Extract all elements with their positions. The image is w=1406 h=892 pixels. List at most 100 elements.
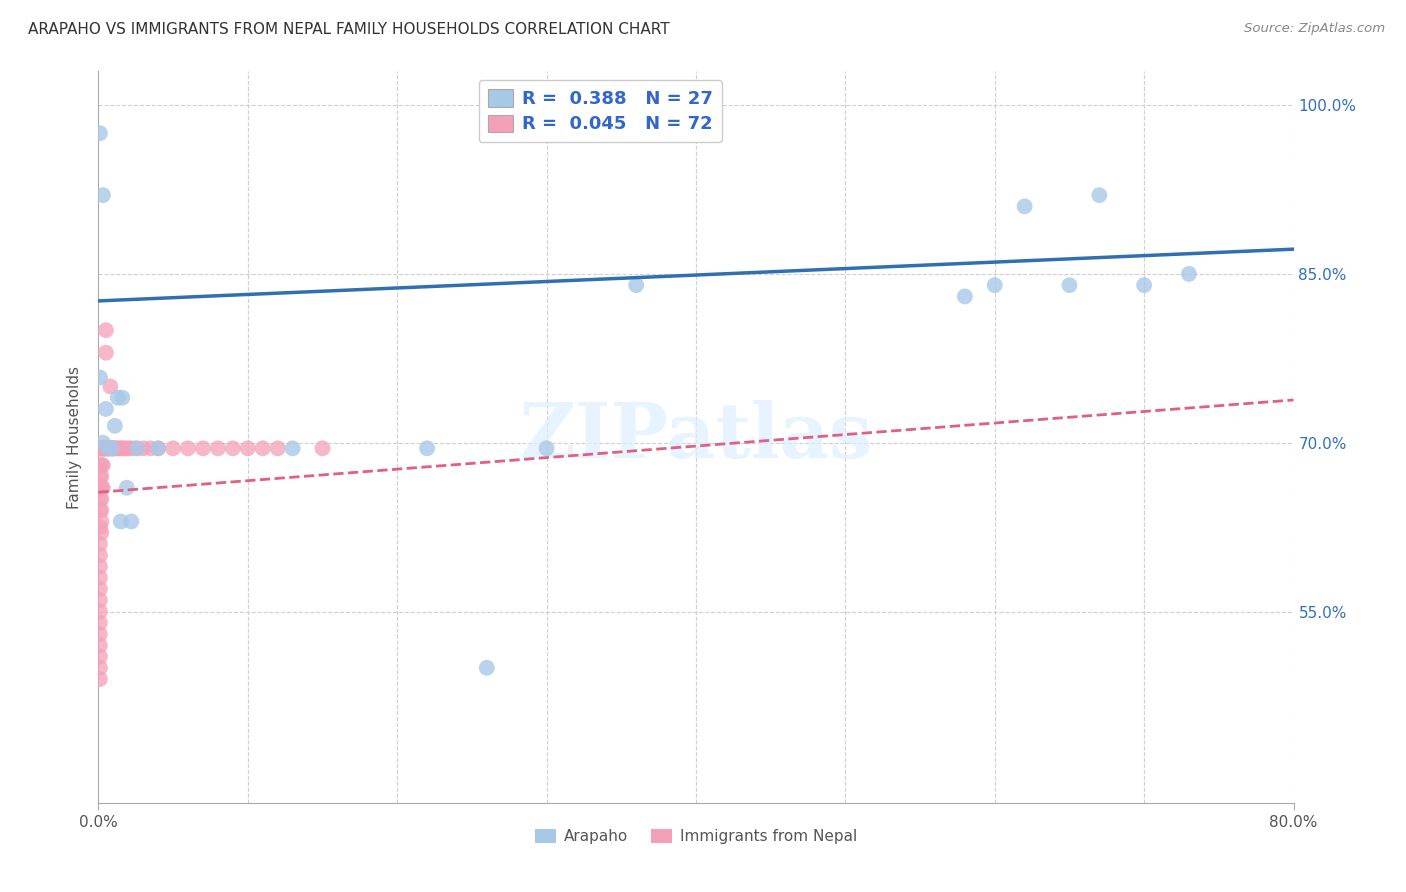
Point bbox=[94, 323, 117, 337]
Point bbox=[90, 442, 112, 456]
Point bbox=[89, 627, 111, 641]
Point bbox=[236, 442, 259, 456]
Point bbox=[103, 442, 125, 456]
Legend: Arapaho, Immigrants from Nepal: Arapaho, Immigrants from Nepal bbox=[529, 822, 863, 850]
Point bbox=[107, 442, 129, 456]
Point bbox=[89, 559, 111, 574]
Point bbox=[115, 481, 138, 495]
Point bbox=[101, 442, 124, 456]
Point bbox=[91, 458, 114, 473]
Point bbox=[89, 571, 111, 585]
Point bbox=[1014, 199, 1036, 213]
Point bbox=[127, 442, 149, 456]
Point bbox=[104, 418, 127, 433]
Point bbox=[148, 442, 170, 456]
Point bbox=[89, 469, 111, 483]
Point bbox=[101, 442, 124, 456]
Point bbox=[191, 442, 214, 456]
Point bbox=[89, 520, 111, 534]
Point bbox=[89, 582, 111, 596]
Point bbox=[626, 278, 648, 293]
Point bbox=[89, 503, 111, 517]
Point bbox=[117, 442, 139, 456]
Point bbox=[94, 345, 117, 359]
Point bbox=[148, 442, 170, 456]
Point bbox=[162, 442, 184, 456]
Point bbox=[89, 638, 111, 652]
Point bbox=[89, 649, 111, 664]
Point bbox=[89, 370, 111, 384]
Point bbox=[984, 278, 1007, 293]
Point bbox=[89, 537, 111, 551]
Point bbox=[89, 491, 111, 506]
Point bbox=[93, 442, 115, 456]
Point bbox=[1133, 278, 1156, 293]
Point bbox=[89, 615, 111, 630]
Point bbox=[311, 442, 333, 456]
Point bbox=[114, 442, 136, 456]
Point bbox=[91, 442, 114, 456]
Point bbox=[98, 379, 122, 393]
Point bbox=[96, 442, 118, 456]
Y-axis label: Family Households: Family Households bbox=[67, 366, 83, 508]
Point bbox=[97, 442, 120, 456]
Point bbox=[94, 442, 117, 456]
Point bbox=[91, 442, 114, 456]
Point bbox=[252, 442, 274, 456]
Point bbox=[96, 442, 118, 456]
Point bbox=[91, 435, 114, 450]
Text: ZIPatlas: ZIPatlas bbox=[519, 401, 873, 474]
Point bbox=[281, 442, 304, 456]
Point bbox=[90, 458, 112, 473]
Point bbox=[1059, 278, 1081, 293]
Point bbox=[89, 481, 111, 495]
Point bbox=[97, 442, 120, 456]
Point bbox=[103, 442, 125, 456]
Point bbox=[111, 391, 134, 405]
Point bbox=[97, 442, 120, 456]
Point bbox=[536, 442, 558, 456]
Point bbox=[91, 442, 114, 456]
Point bbox=[89, 126, 111, 140]
Point bbox=[89, 442, 111, 456]
Point bbox=[267, 442, 290, 456]
Text: ARAPAHO VS IMMIGRANTS FROM NEPAL FAMILY HOUSEHOLDS CORRELATION CHART: ARAPAHO VS IMMIGRANTS FROM NEPAL FAMILY … bbox=[28, 22, 669, 37]
Point bbox=[91, 442, 114, 456]
Point bbox=[953, 289, 976, 303]
Point bbox=[222, 442, 245, 456]
Point bbox=[120, 515, 142, 529]
Point bbox=[1088, 188, 1111, 202]
Point bbox=[89, 593, 111, 607]
Point bbox=[89, 458, 111, 473]
Point bbox=[120, 442, 142, 456]
Point bbox=[90, 503, 112, 517]
Point bbox=[90, 525, 112, 540]
Point bbox=[90, 469, 112, 483]
Point bbox=[107, 391, 129, 405]
Point bbox=[93, 442, 115, 456]
Point bbox=[125, 442, 148, 456]
Point bbox=[110, 442, 132, 456]
Point bbox=[90, 442, 112, 456]
Point bbox=[90, 491, 112, 506]
Point bbox=[139, 442, 162, 456]
Point bbox=[111, 442, 134, 456]
Point bbox=[94, 401, 117, 416]
Point bbox=[110, 515, 132, 529]
Point bbox=[416, 442, 439, 456]
Point bbox=[91, 481, 114, 495]
Point bbox=[101, 442, 124, 456]
Point bbox=[89, 605, 111, 619]
Point bbox=[105, 442, 128, 456]
Point bbox=[89, 672, 111, 686]
Point bbox=[93, 442, 115, 456]
Point bbox=[98, 442, 122, 456]
Text: Source: ZipAtlas.com: Source: ZipAtlas.com bbox=[1244, 22, 1385, 36]
Point bbox=[207, 442, 229, 456]
Point bbox=[132, 442, 155, 456]
Point bbox=[90, 481, 112, 495]
Point bbox=[90, 515, 112, 529]
Point bbox=[475, 661, 498, 675]
Point bbox=[93, 442, 115, 456]
Point bbox=[91, 188, 114, 202]
